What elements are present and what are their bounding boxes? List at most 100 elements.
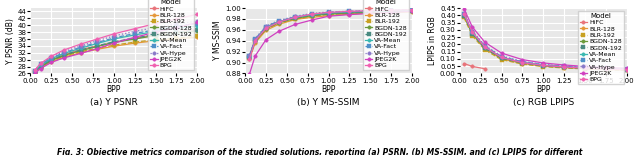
BGDN-192 — [518, 62, 526, 64]
BGDN-192 — [581, 67, 589, 69]
Line: BGDN-128: BGDN-128 — [462, 13, 628, 71]
BGDN-128 — [31, 71, 38, 73]
HiFC — [275, 21, 282, 23]
VA-Fact — [518, 61, 526, 63]
BGDN-192 — [324, 13, 332, 14]
BLR-192 — [408, 10, 416, 12]
BPG — [581, 67, 589, 69]
BGDN-128 — [246, 57, 253, 59]
BPG — [387, 9, 395, 11]
BLR-192 — [560, 67, 568, 69]
VA-Fact — [152, 29, 159, 31]
Line: BLR-128: BLR-128 — [462, 14, 628, 72]
BGDN-128 — [460, 14, 468, 16]
BGDN-192 — [131, 37, 139, 39]
VA-Mean — [275, 21, 282, 23]
BPG — [152, 23, 159, 24]
BLR-192 — [193, 35, 201, 37]
VA-Mean — [193, 25, 201, 27]
BLR-192 — [324, 14, 332, 16]
BPG — [262, 27, 270, 29]
VA-Mean — [60, 53, 68, 54]
VA-Mean — [110, 38, 118, 40]
BLR-192 — [291, 18, 299, 20]
JPEG2K — [460, 8, 468, 10]
BLR-192 — [252, 41, 259, 43]
HiFC — [387, 10, 395, 12]
BGDN-128 — [540, 64, 547, 66]
BGDN-192 — [60, 54, 68, 56]
HiFC — [252, 39, 259, 41]
BPG — [110, 33, 118, 35]
BGDN-128 — [408, 10, 416, 12]
Line: HiFC: HiFC — [462, 62, 486, 71]
HiFC — [193, 29, 201, 30]
BGDN-192 — [468, 33, 476, 35]
Line: VA-Fact: VA-Fact — [462, 12, 628, 71]
BLR-128 — [367, 12, 374, 14]
BPG — [460, 13, 468, 15]
VA-Hype — [110, 35, 118, 37]
JPEG2K — [346, 14, 353, 16]
HiFC — [460, 63, 468, 64]
VA-Hype — [367, 10, 374, 12]
BLR-192 — [47, 60, 55, 62]
BGDN-128 — [152, 35, 159, 36]
BPG — [131, 28, 139, 30]
BGDN-128 — [262, 28, 270, 30]
VA-Hype — [291, 15, 299, 17]
BLR-128 — [246, 58, 253, 60]
VA-Hype — [324, 11, 332, 13]
VA-Hype — [468, 30, 476, 32]
BGDN-128 — [110, 42, 118, 43]
BLR-128 — [252, 42, 259, 44]
BGDN-192 — [498, 57, 506, 59]
VA-Hype — [308, 13, 316, 14]
VA-Mean — [408, 9, 416, 11]
HiFC — [47, 59, 55, 61]
VA-Hype — [31, 70, 38, 72]
VA-Fact — [308, 13, 316, 15]
Y-axis label: Y MS-SSIM: Y MS-SSIM — [214, 21, 223, 60]
BGDN-192 — [275, 21, 282, 23]
HiFC — [408, 10, 416, 12]
HiFC — [246, 55, 253, 57]
VA-Fact — [36, 64, 44, 65]
BGDN-192 — [36, 66, 44, 67]
JPEG2K — [110, 42, 118, 44]
BLR-192 — [152, 39, 159, 41]
VA-Mean — [262, 26, 270, 28]
BLR-128 — [518, 63, 526, 64]
BLR-192 — [481, 49, 489, 51]
JPEG2K — [481, 41, 489, 43]
BPG — [252, 40, 259, 42]
VA-Mean — [308, 14, 316, 16]
BLR-192 — [173, 37, 180, 39]
BLR-128 — [346, 13, 353, 15]
VA-Fact — [291, 16, 299, 18]
JPEG2K — [623, 67, 630, 69]
BLR-192 — [93, 47, 101, 49]
BLR-192 — [110, 44, 118, 46]
HiFC — [346, 11, 353, 13]
JPEG2K — [518, 59, 526, 61]
JPEG2K — [173, 27, 180, 29]
BLR-128 — [193, 36, 201, 38]
VA-Hype — [152, 26, 159, 28]
BLR-128 — [36, 67, 44, 69]
VA-Fact — [481, 45, 489, 47]
VA-Fact — [623, 68, 630, 70]
HiFC — [367, 11, 374, 13]
BGDN-128 — [252, 40, 259, 42]
VA-Hype — [246, 55, 253, 56]
Line: BPG: BPG — [462, 12, 628, 71]
HiFC — [36, 65, 44, 67]
BPG — [173, 18, 180, 20]
BGDN-192 — [540, 65, 547, 67]
Line: VA-Fact: VA-Fact — [248, 8, 413, 58]
VA-Hype — [498, 55, 506, 57]
VA-Mean — [31, 70, 38, 72]
VA-Hype — [460, 12, 468, 14]
BPG — [367, 10, 374, 12]
HiFC — [324, 13, 332, 14]
